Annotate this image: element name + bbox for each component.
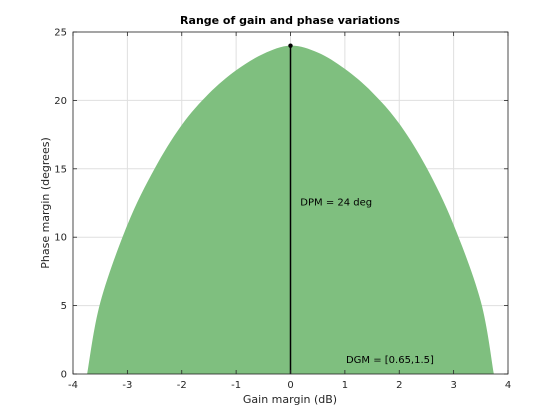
x-tick-label-7: 3	[450, 380, 456, 391]
tick-labels: -4 -3 -2 -1 0 1 2 3 4 0 5 10 15 20 25	[54, 28, 511, 392]
y-tick-label-2: 10	[54, 233, 67, 244]
dpm-point	[288, 43, 293, 48]
x-tick-label-8: 4	[505, 380, 511, 391]
x-tick-label-3: -1	[231, 380, 241, 391]
annotation-0: DPM = 24 deg	[300, 198, 372, 209]
y-axis-label: Phase margin (degrees)	[39, 137, 52, 269]
x-tick-label-5: 1	[342, 380, 348, 391]
x-axis-label: Gain margin (dB)	[243, 393, 337, 406]
annotation-1: DGM = [0.65,1.5]	[346, 355, 434, 366]
y-tick-label-1: 5	[61, 301, 67, 312]
axes	[72, 31, 509, 375]
y-tick-label-3: 15	[54, 164, 67, 175]
y-tick-label-4: 20	[54, 96, 67, 107]
annotations: DPM = 24 deg DGM = [0.65,1.5]	[300, 198, 434, 366]
y-tick-label-5: 25	[54, 28, 67, 39]
plot-area	[87, 43, 494, 375]
x-tick-label-0: -4	[68, 380, 78, 391]
x-tick-label-1: -3	[122, 380, 132, 391]
x-tick-label-6: 2	[396, 380, 402, 391]
chart-title: Range of gain and phase variations	[180, 14, 400, 27]
x-tick-label-2: -2	[177, 380, 187, 391]
y-tick-label-0: 0	[61, 370, 67, 381]
x-tick-label-4: 0	[287, 380, 293, 391]
